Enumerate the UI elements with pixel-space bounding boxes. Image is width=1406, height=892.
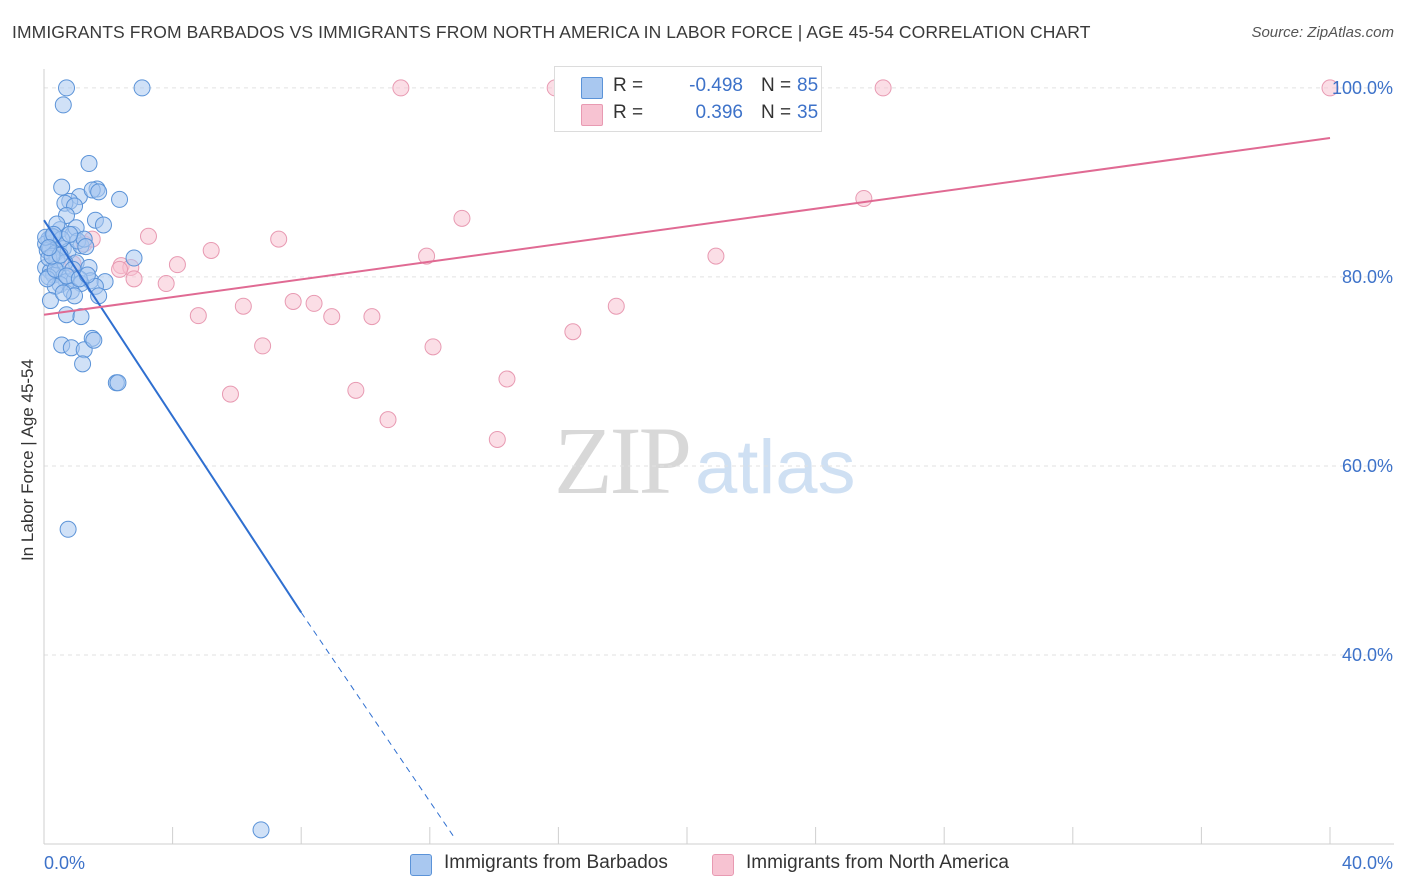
barbados-points bbox=[37, 79, 270, 839]
tick-labels: 40.0% 60.0% 80.0% 100.0% 0.0% 40.0% bbox=[44, 78, 1393, 873]
north-america-point bbox=[424, 338, 442, 356]
barbados-point bbox=[61, 225, 79, 243]
north-america-point bbox=[270, 230, 288, 248]
n-value: 35 bbox=[797, 102, 819, 123]
barbados-point bbox=[58, 79, 76, 97]
north-america-point bbox=[125, 270, 143, 288]
barbados-point bbox=[59, 520, 77, 538]
north-america-point bbox=[363, 308, 381, 326]
barbados-point bbox=[78, 266, 96, 284]
north-america-points bbox=[64, 79, 1339, 448]
north-america-point bbox=[323, 308, 341, 326]
north-america-point bbox=[392, 79, 410, 97]
barbados-point bbox=[53, 178, 71, 196]
north-america-point bbox=[453, 209, 471, 227]
north-america-point bbox=[305, 294, 323, 312]
north-america-point bbox=[111, 260, 129, 278]
barbados-swatch bbox=[581, 77, 603, 99]
y-tick-label: 100.0% bbox=[1332, 78, 1393, 98]
barbados-point bbox=[54, 96, 72, 114]
north-america-point bbox=[189, 307, 207, 325]
north-america-legend-label: Immigrants from North America bbox=[746, 852, 1009, 873]
y-tick-label: 60.0% bbox=[1342, 456, 1393, 476]
north-america-point bbox=[855, 189, 873, 207]
barbados-point bbox=[252, 821, 270, 839]
n-value: 85 bbox=[797, 75, 819, 96]
barbados-legend-swatch bbox=[410, 854, 432, 876]
barbados-point bbox=[41, 292, 59, 310]
source-credit: Source: ZipAtlas.com bbox=[1251, 24, 1394, 41]
r-value: 0.396 bbox=[695, 102, 743, 123]
barbados-point bbox=[74, 355, 92, 373]
watermark: ZIPatlas bbox=[554, 405, 856, 516]
y-tick-label: 40.0% bbox=[1342, 645, 1393, 665]
barbados-point bbox=[90, 183, 108, 201]
barbados-point bbox=[80, 155, 98, 173]
y-tick-label: 80.0% bbox=[1342, 267, 1393, 287]
north-america-point bbox=[284, 293, 302, 310]
watermark-zip: ZIP bbox=[554, 407, 692, 514]
x-tick-label: 0.0% bbox=[44, 853, 85, 873]
north-america-point bbox=[488, 430, 506, 448]
barbados-point bbox=[111, 190, 129, 208]
north-america-point bbox=[498, 370, 516, 388]
watermark-atlas: atlas bbox=[695, 425, 856, 510]
north-america-point bbox=[379, 411, 397, 429]
y-axis-label: In Labor Force | Age 45-54 bbox=[18, 359, 37, 561]
stats-legend: R = -0.498 N = 85 R = 0.396 N = 35 bbox=[554, 66, 822, 132]
north-america-trend-line bbox=[43, 137, 1331, 316]
barbados-legend-label: Immigrants from Barbados bbox=[444, 852, 668, 873]
x-tick-label: 40.0% bbox=[1342, 853, 1393, 873]
north-america-point bbox=[347, 381, 365, 399]
r-label: R = bbox=[613, 102, 644, 123]
barbados-point bbox=[72, 308, 90, 326]
north-america-point bbox=[707, 247, 725, 265]
north-america-point bbox=[139, 227, 157, 245]
barbados-trend-extension bbox=[300, 612, 456, 840]
barbados-point bbox=[109, 374, 127, 392]
barbados-point bbox=[40, 239, 58, 257]
grid-lines bbox=[44, 87, 1394, 656]
n-label: N = bbox=[761, 75, 792, 96]
barbados-point bbox=[54, 284, 72, 302]
north-america-legend-swatch bbox=[712, 854, 734, 876]
north-america-point bbox=[221, 385, 239, 403]
barbados-point bbox=[85, 331, 103, 349]
chart-title: IMMIGRANTS FROM BARBADOS VS IMMIGRANTS F… bbox=[12, 22, 1091, 42]
north-america-point bbox=[418, 247, 436, 265]
north-america-point bbox=[874, 79, 892, 97]
north-america-point bbox=[254, 337, 272, 355]
barbados-point bbox=[77, 238, 95, 256]
r-value: -0.498 bbox=[689, 75, 743, 96]
barbados-point bbox=[125, 249, 143, 267]
barbados-point bbox=[58, 306, 76, 324]
barbados-point bbox=[133, 79, 151, 97]
r-label: R = bbox=[613, 75, 644, 96]
north-america-point bbox=[157, 275, 175, 293]
n-label: N = bbox=[761, 102, 792, 123]
north-america-point bbox=[607, 297, 625, 315]
north-america-point bbox=[564, 323, 582, 341]
north-america-point bbox=[168, 256, 186, 274]
north-america-swatch bbox=[581, 104, 603, 126]
north-america-point bbox=[1321, 79, 1339, 97]
north-america-point bbox=[234, 297, 252, 315]
barbados-trend-line bbox=[43, 219, 303, 613]
trend-lines bbox=[43, 137, 1331, 840]
barbados-point bbox=[94, 216, 112, 234]
north-america-point bbox=[202, 241, 220, 259]
axes bbox=[43, 69, 1394, 845]
